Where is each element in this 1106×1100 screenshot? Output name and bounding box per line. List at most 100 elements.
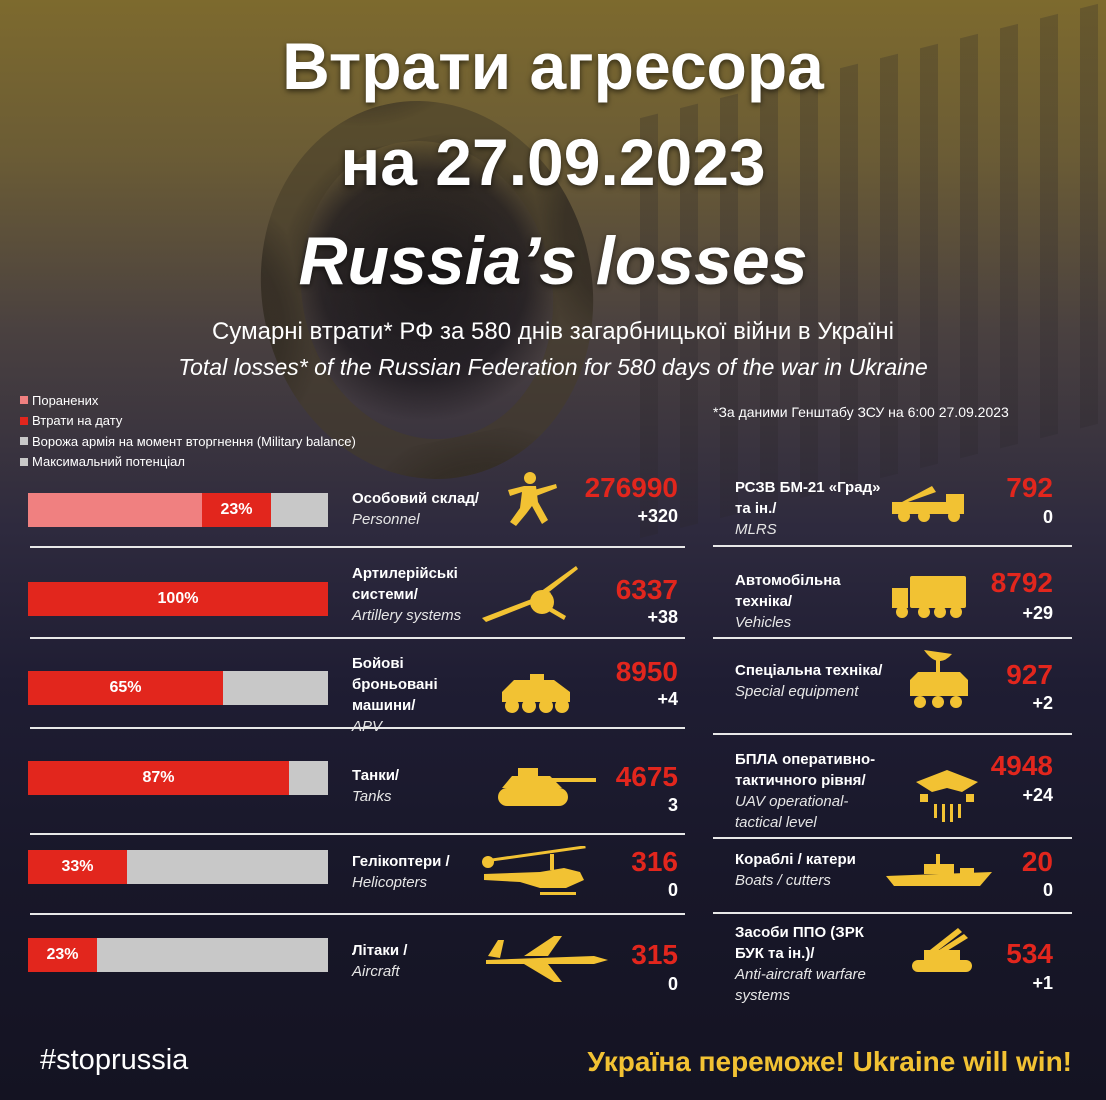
label-en: MLRS: [735, 521, 777, 538]
separator: [713, 837, 1072, 839]
delta-value: +38: [647, 607, 678, 627]
air-defense-icon: [906, 922, 978, 987]
label-ua: Автомобільна техніка/: [735, 572, 841, 610]
item-label: Бойові броньовані машини/APV: [352, 653, 474, 737]
legend-label: Максимальний потенціал: [32, 454, 185, 470]
label-en: Vehicles: [735, 614, 792, 631]
loss-bar: 23%: [28, 938, 328, 972]
loss-bar: 65%: [28, 671, 328, 705]
label-en: APV: [352, 716, 474, 737]
legend-item: Поранених: [20, 390, 356, 411]
total-value: 4948: [990, 750, 1053, 781]
label-ua: Гелікоптери /: [352, 853, 450, 870]
delta-value: +1: [1032, 973, 1053, 993]
legend: Поранених Втрати на дату Ворожа армія на…: [20, 390, 356, 472]
label-ua: Спеціальна техніка/: [735, 662, 883, 679]
legend-item: Ворожа армія на момент вторгнення (Milit…: [20, 431, 356, 452]
legend-label: Поранених: [32, 392, 99, 408]
delta-value: 3: [667, 795, 678, 815]
separator: [30, 637, 685, 639]
delta-value: 0: [667, 880, 678, 900]
item-label: Автомобільна техніка/Vehicles: [735, 570, 885, 633]
legend-item: Втрати на дату: [20, 411, 356, 432]
losses-fill: [202, 493, 271, 527]
motto: Україна переможе! Ukraine will win!: [587, 1046, 1072, 1077]
legend-label: Втрати на дату: [32, 413, 123, 429]
item-label: Гелікоптери / Helicopters: [352, 851, 474, 893]
tank-icon: [488, 762, 598, 817]
label-ua: РСЗВ БМ-21 «Град» та ін./: [735, 479, 881, 517]
total-value: 792: [1006, 472, 1053, 503]
mlrs-icon: [888, 484, 968, 529]
label-ua: Бойові броньовані машини/: [352, 655, 438, 714]
separator: [30, 833, 685, 835]
total-value: 927: [1006, 659, 1053, 690]
truck-icon: [890, 572, 970, 627]
item-label: Танки/Tanks: [352, 765, 474, 807]
delta-value: +320: [637, 506, 678, 526]
legend-swatch: [20, 457, 28, 466]
delta-value: +24: [1022, 785, 1053, 805]
total-value: 316: [631, 846, 678, 877]
helicopter-icon: [480, 845, 590, 907]
wounded-fill: [28, 493, 202, 527]
label-en: Anti-aircraft warfare systems: [735, 966, 866, 1004]
label-ua: Літаки /: [352, 942, 408, 959]
separator: [713, 733, 1072, 735]
legend-swatch: [20, 437, 28, 446]
separator: [30, 727, 685, 729]
label-en: Special equipment: [735, 683, 859, 700]
total-value: 8950: [615, 656, 678, 687]
losses-fill: [28, 582, 328, 616]
item-label: Особовий склад/Personnel: [352, 488, 492, 530]
total-value: 4675: [615, 761, 678, 792]
separator: [713, 912, 1072, 914]
label-en: Helicopters: [352, 874, 428, 891]
label-en: Aircraft: [352, 963, 400, 980]
title-line-3: Russia’s losses: [298, 223, 808, 299]
label-en: Artillery systems: [352, 607, 462, 624]
delta-value: +4: [657, 689, 678, 709]
label-en: Boats / cutters: [735, 872, 831, 889]
loss-bar: 87%: [28, 761, 328, 795]
percent-label: 87%: [142, 769, 175, 786]
delta-value: 0: [1042, 507, 1053, 527]
percent-label: 23%: [46, 946, 79, 963]
legend-swatch: [20, 416, 28, 425]
item-label: Літаки / Aircraft: [352, 940, 474, 982]
label-ua: БПЛА оперативно-тактичного рівня/: [735, 751, 876, 789]
drone-icon: [912, 760, 982, 831]
percent-label: 100%: [157, 590, 199, 607]
item-label: РСЗВ БМ-21 «Град» та ін./ MLRS: [735, 477, 885, 540]
legend-item: Максимальний потенціал: [20, 452, 356, 473]
loss-bar: 23%: [28, 493, 328, 527]
label-en: Personnel: [352, 511, 420, 528]
label-en: Tanks: [352, 788, 392, 805]
total-value: 8792: [990, 567, 1053, 598]
percent-label: 65%: [109, 679, 142, 696]
jet-icon: [484, 934, 608, 989]
total-value: 6337: [615, 574, 678, 605]
label-ua: Особовий склад/: [352, 490, 480, 507]
title-line-1: Втрати агресора: [282, 29, 824, 103]
losses-fill: [28, 671, 223, 705]
losses-fill: [28, 761, 289, 795]
source-note: *За даними Генштабу ЗСУ на 6:00 27.09.20…: [713, 404, 1009, 420]
delta-value: +29: [1022, 603, 1053, 623]
hashtag: #stoprussia: [40, 1044, 189, 1076]
losses-fill: [28, 850, 127, 884]
delta-value: 0: [667, 974, 678, 994]
label-ua: Засоби ППО (ЗРК БУК та ін.)/: [735, 924, 864, 962]
total-value: 315: [631, 939, 678, 970]
percent-label: 23%: [220, 501, 253, 518]
item-label: Засоби ППО (ЗРК БУК та ін.)/ Anti-aircraf…: [735, 922, 885, 1006]
label-en: UAV operational-tactical level: [735, 793, 849, 831]
loss-bar: 33%: [28, 850, 328, 884]
label-ua: Танки/: [352, 767, 400, 784]
total-value: 20: [1021, 846, 1053, 877]
separator: [30, 913, 685, 915]
separator: [713, 637, 1072, 639]
artillery-icon: [480, 562, 580, 631]
delta-value: +2: [1032, 693, 1053, 713]
subtitle-en: Total losses* of the Russian Federation …: [178, 354, 928, 380]
